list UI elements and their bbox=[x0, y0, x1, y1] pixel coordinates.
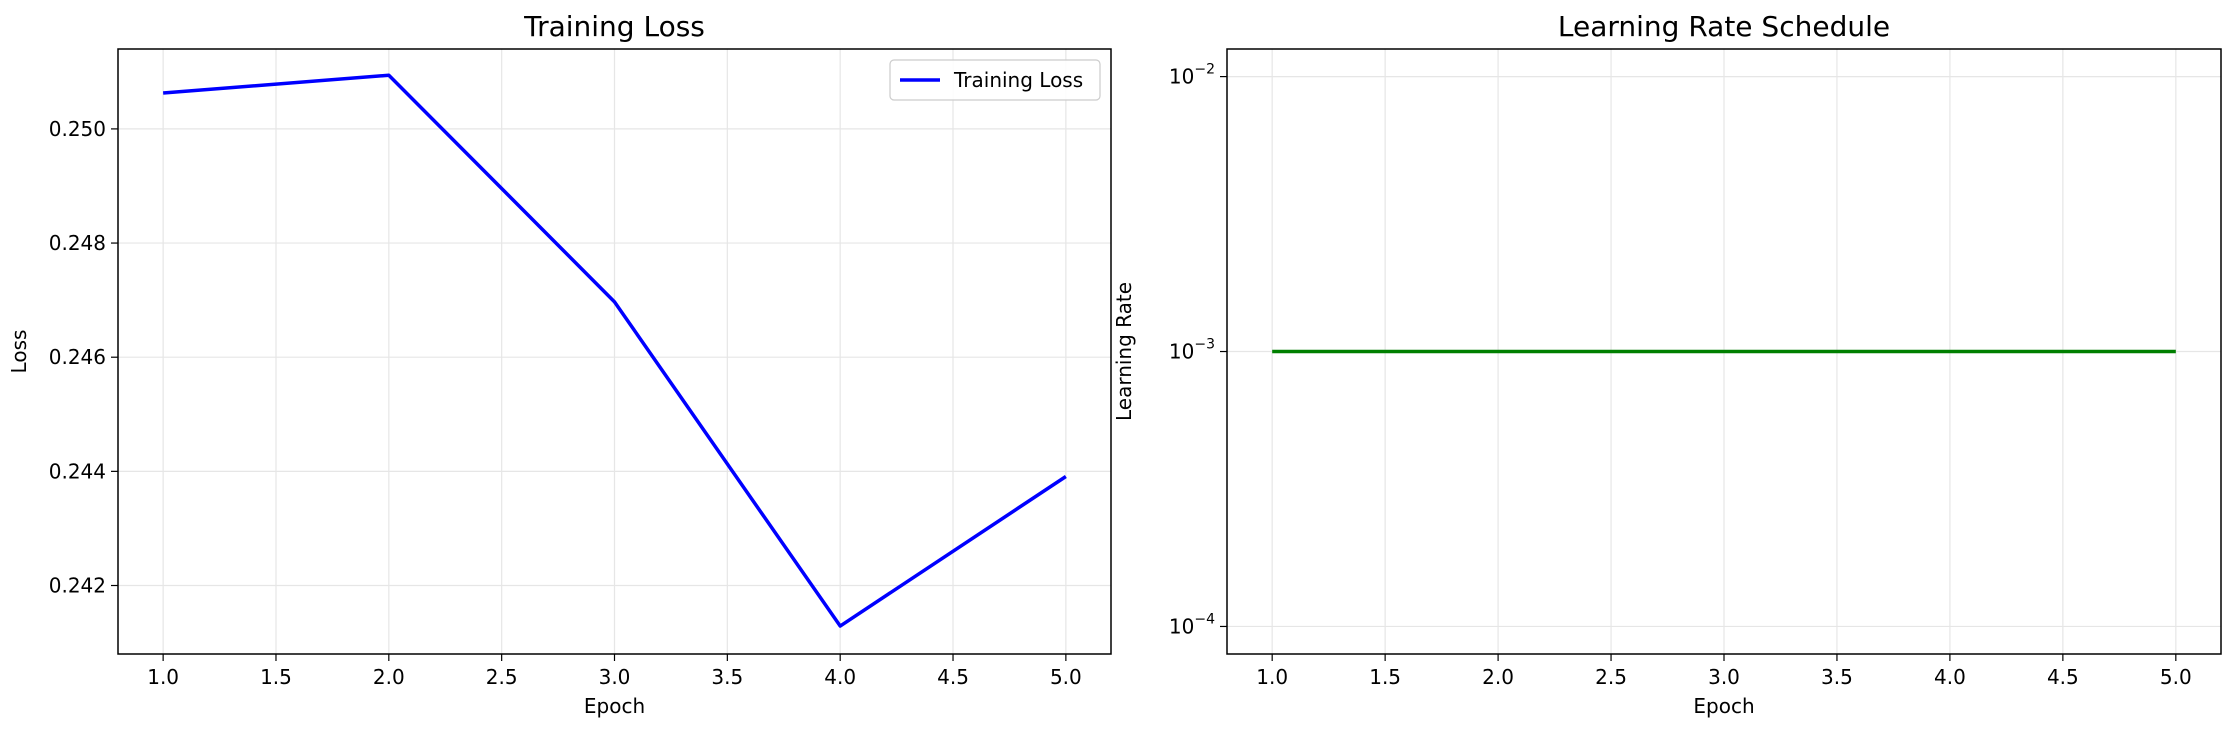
x-tick-label: 3.5 bbox=[1821, 665, 1853, 689]
training-loss-panel: 1.0 1.5 2.0 2.5 3.0 3.5 4.0 4.5 5.0 0.242 0.244 0.2… bbox=[7, 10, 1112, 718]
x-tick-label: 4.0 bbox=[824, 665, 856, 689]
learning-rate-title: Learning Rate Schedule bbox=[1558, 10, 1890, 43]
training-loss-x-axis-label: Epoch bbox=[584, 694, 645, 718]
x-tick-label: 4.5 bbox=[937, 665, 969, 689]
x-tick-label: 4.0 bbox=[1934, 665, 1966, 689]
learning-rate-panel: 1.0 1.5 2.0 2.5 3.0 3.5 4.0 4.5 5.010−410−310−2 … bbox=[1112, 10, 2222, 718]
training-loss-axes-frame bbox=[117, 48, 1112, 655]
x-tick-label: 2.0 bbox=[1482, 665, 1514, 689]
training-loss-y-axis-label: Loss bbox=[7, 330, 31, 374]
legend-label-training-loss: Training Loss bbox=[953, 68, 1083, 92]
x-tick-label: 3.0 bbox=[599, 665, 631, 689]
x-tick-label: 1.0 bbox=[1256, 665, 1288, 689]
x-tick-label: 1.5 bbox=[260, 665, 292, 689]
x-tick-label: 4.5 bbox=[2047, 665, 2079, 689]
legend-box bbox=[889, 59, 1101, 101]
training-loss-ticks: 1.0 1.5 2.0 2.5 3.0 3.5 4.0 4.5 5.0 0.242 0.244 0.2… bbox=[49, 117, 1082, 689]
y-tick-label: 0.248 bbox=[49, 231, 106, 255]
y-tick-label: 0.242 bbox=[49, 574, 106, 598]
learning-rate-x-axis-label: Epoch bbox=[1693, 694, 1754, 718]
y-tick-label: 0.250 bbox=[49, 117, 106, 141]
x-tick-label: 2.0 bbox=[373, 665, 405, 689]
series-line-0 bbox=[163, 73, 1067, 628]
training-loss-legend: Training Loss bbox=[889, 59, 1101, 101]
y-tick-label: 10−2 bbox=[1169, 62, 1215, 89]
y-tick-label: 10−4 bbox=[1169, 611, 1215, 638]
learning-rate-ticks: 1.0 1.5 2.0 2.5 3.0 3.5 4.0 4.5 5.0 10−4 10−3 10−2 bbox=[1169, 62, 2192, 689]
training-loss-title: Training Loss bbox=[523, 10, 705, 43]
y-tick-label: 0.246 bbox=[49, 345, 106, 369]
training-loss-series bbox=[163, 73, 1067, 628]
y-tick-label: 0.244 bbox=[49, 459, 106, 483]
y-tick-label: 10−3 bbox=[1169, 337, 1215, 364]
learning-rate-y-axis-label: Learning Rate bbox=[1112, 282, 1136, 421]
x-tick-label: 5.0 bbox=[2160, 665, 2192, 689]
x-tick-label: 2.5 bbox=[486, 665, 518, 689]
x-tick-label: 5.0 bbox=[1050, 665, 1082, 689]
x-tick-label: 1.5 bbox=[1369, 665, 1401, 689]
x-tick-label: 3.5 bbox=[711, 665, 743, 689]
x-tick-label: 2.5 bbox=[1595, 665, 1627, 689]
learning-rate-axes-frame bbox=[1226, 48, 2222, 655]
x-tick-label: 3.0 bbox=[1708, 665, 1740, 689]
x-tick-label: 1.0 bbox=[147, 665, 179, 689]
